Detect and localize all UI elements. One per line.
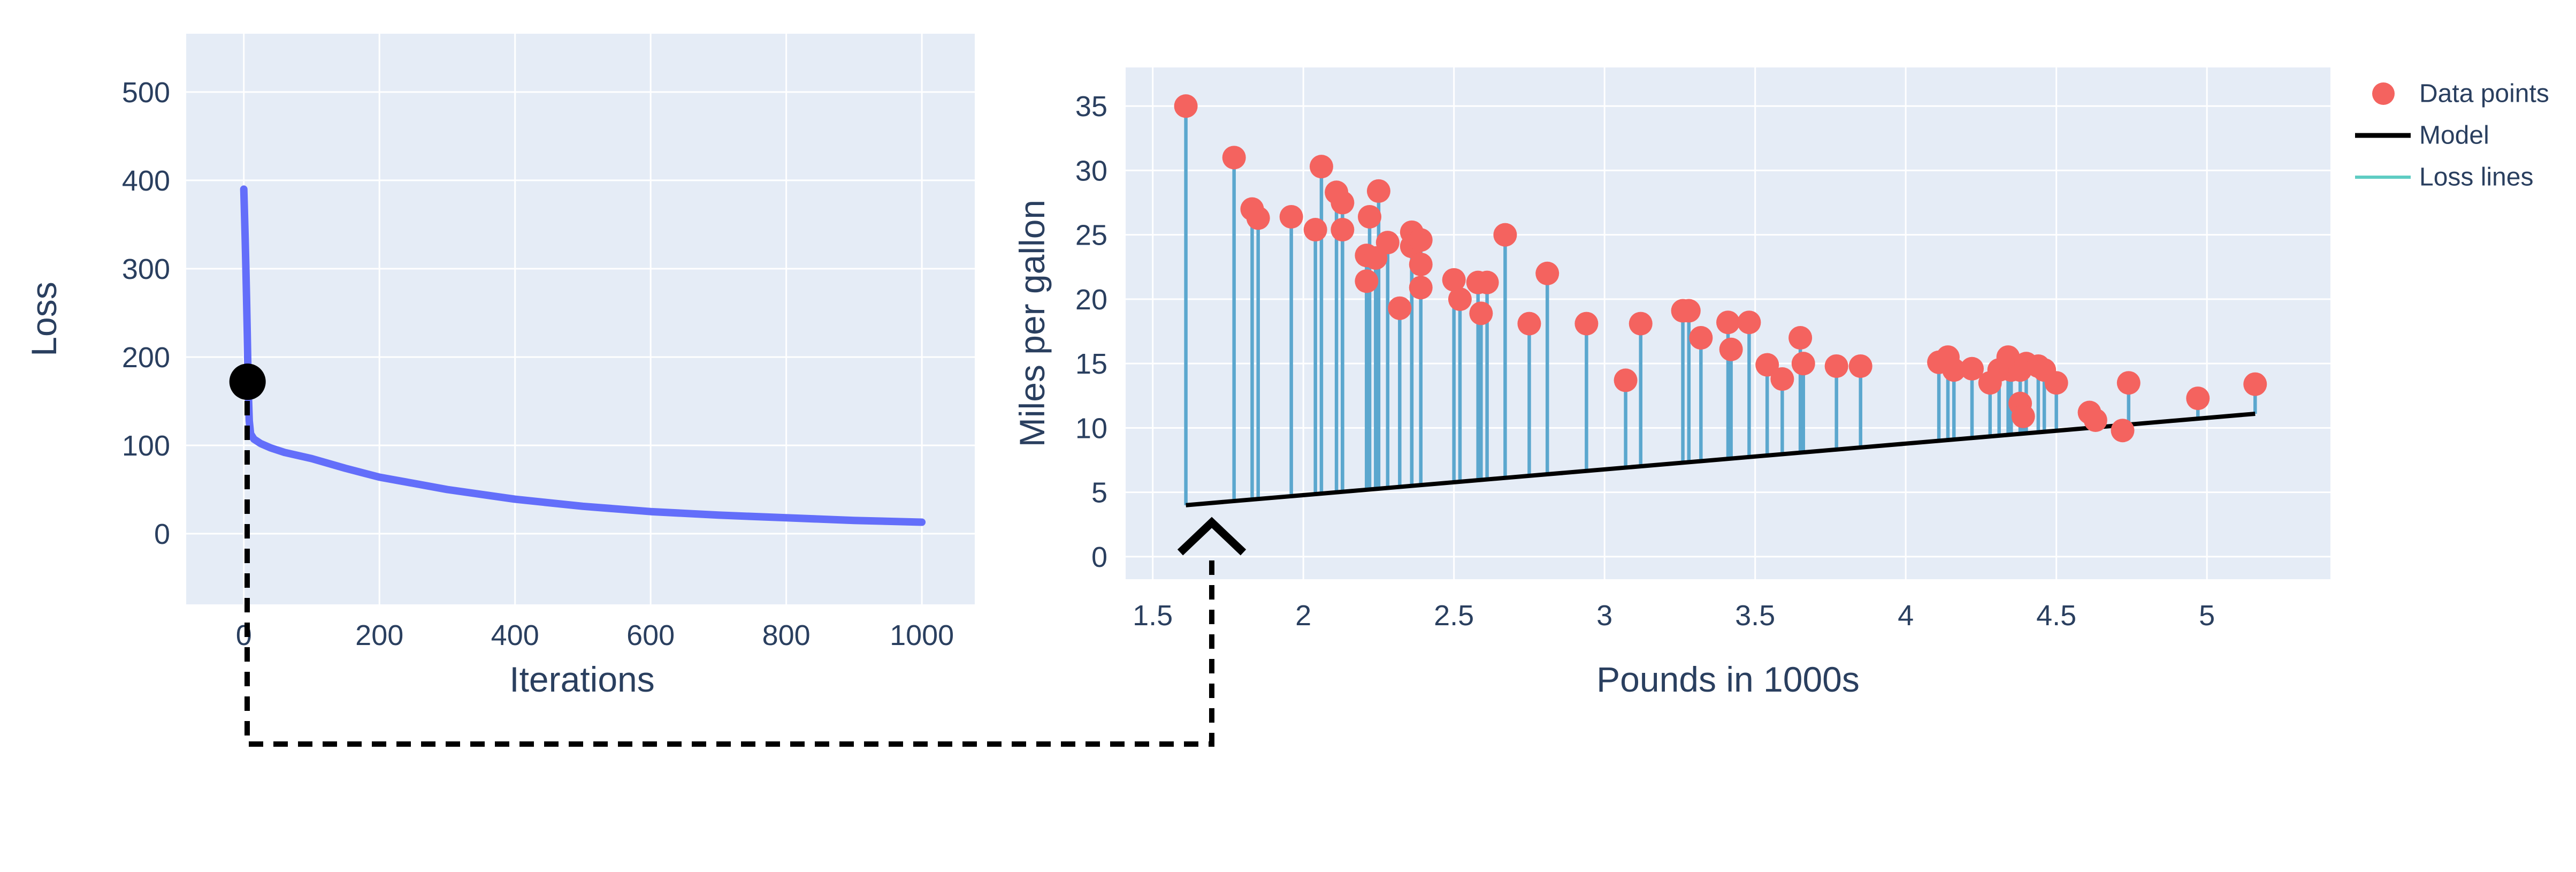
scatter-y-tick-label: 25 [1075, 219, 1107, 252]
scatter-x-tick-label: 3.5 [1735, 600, 1775, 632]
data-point-marker[interactable] [1960, 357, 1984, 381]
scatter-x-axis-title: Pounds in 1000s [1596, 659, 1860, 699]
data-point-marker[interactable] [1448, 287, 1472, 311]
scatter-chart-series [1174, 94, 2267, 507]
legend-label-model: Model [2419, 122, 2489, 150]
data-point-marker[interactable] [1303, 218, 1327, 242]
loss-y-axis-title: Loss [24, 282, 64, 356]
data-point-marker[interactable] [2116, 371, 2141, 395]
loss-y-tick-label: 200 [122, 342, 170, 374]
scatter-x-tick-label: 4.5 [2036, 600, 2076, 632]
data-point-marker[interactable] [1366, 179, 1390, 203]
data-point-marker[interactable] [1309, 155, 1333, 179]
data-point-marker[interactable] [1409, 276, 1433, 300]
data-point-marker[interactable] [1375, 231, 1400, 255]
data-point-marker[interactable] [2111, 419, 2135, 443]
legend-item-data-points[interactable]: Data points [2372, 80, 2549, 108]
scatter-y-tick-label: 15 [1075, 348, 1107, 380]
data-point-marker[interactable] [1442, 268, 1466, 292]
data-point-marker[interactable] [1942, 358, 1966, 382]
data-point-marker[interactable] [1574, 312, 1599, 336]
data-point-marker[interactable] [1358, 204, 1382, 229]
data-point-marker[interactable] [1409, 252, 1433, 276]
data-point-marker[interactable] [1517, 312, 1541, 336]
scatter-x-tick-label: 5 [2199, 600, 2215, 632]
data-point-marker[interactable] [2243, 372, 2267, 396]
data-point-marker[interactable] [1824, 354, 1848, 378]
data-points-legend-marker-icon [2372, 82, 2395, 105]
data-point-marker[interactable] [2186, 386, 2210, 411]
legend-item-model[interactable]: Model [2355, 122, 2489, 150]
loss-x-tick-label: 1000 [890, 619, 954, 651]
data-point-marker[interactable] [2083, 408, 2107, 432]
connector-arrowhead-icon [1177, 517, 1247, 556]
loss-x-tick-label: 200 [355, 619, 403, 651]
data-point-marker[interactable] [1614, 368, 1638, 392]
data-point-marker[interactable] [1848, 354, 1872, 378]
data-point-marker[interactable] [1222, 146, 1246, 170]
loss-x-tick-label: 800 [762, 619, 811, 651]
data-point-marker[interactable] [1737, 310, 1761, 335]
loss-x-tick-label: 400 [491, 619, 539, 651]
loss-x-tick-label: 600 [626, 619, 675, 651]
scatter-y-tick-label: 35 [1075, 90, 1107, 123]
data-point-marker[interactable] [1689, 326, 1713, 350]
data-point-marker[interactable] [1279, 204, 1303, 229]
connector-dashed-line [244, 401, 1214, 747]
loss-chart-series [229, 185, 926, 526]
data-point-marker[interactable] [1716, 310, 1740, 335]
loss-curve-line [240, 185, 926, 526]
data-point-marker[interactable] [1469, 301, 1493, 325]
scatter-chart-ticks: 1.5 2 2.5 3 3.5 4 4.5 5 0 5 10 15 20 25 30 35 [1075, 90, 2215, 632]
scatter-y-axis-title: Miles per gallon [1012, 200, 1052, 447]
data-point-marker[interactable] [1629, 312, 1653, 336]
scatter-x-tick-label: 4 [1898, 600, 1914, 632]
data-point-marker[interactable] [2044, 371, 2068, 395]
scatter-chart: 1.5 2 2.5 3 3.5 4 4.5 5 0 5 10 15 20 25 30 35 Miles per… [1012, 67, 2330, 699]
loss-y-tick-label: 0 [154, 518, 170, 550]
legend-label-loss-lines: Loss lines [2419, 163, 2533, 192]
legend-label-data-points: Data points [2419, 80, 2549, 108]
scatter-y-tick-label: 0 [1091, 541, 1107, 573]
data-point-marker[interactable] [1493, 223, 1517, 247]
current-loss-point-marker[interactable] [229, 363, 266, 400]
data-point-marker[interactable] [1719, 337, 1743, 361]
model-line [1186, 411, 2256, 507]
loss-to-model-connector-arrow [244, 401, 1247, 747]
data-point-marker[interactable] [1788, 326, 1813, 350]
data-point-marker[interactable] [1677, 299, 1701, 323]
data-point-marker[interactable] [1388, 296, 1412, 320]
data-point-marker[interactable] [1331, 218, 1355, 242]
loss-x-axis-title: Iterations [509, 659, 654, 699]
scatter-x-tick-label: 2.5 [1434, 600, 1474, 632]
scatter-y-tick-label: 5 [1091, 477, 1107, 509]
data-point-marker[interactable] [1174, 94, 1198, 118]
loss-y-tick-label: 400 [122, 165, 170, 197]
scatter-x-tick-label: 2 [1295, 600, 1311, 632]
data-point-marker[interactable] [1755, 353, 1779, 377]
loss-y-tick-label: 100 [122, 430, 170, 462]
data-point-marker[interactable] [1246, 206, 1270, 230]
loss-y-tick-label: 300 [122, 253, 170, 285]
data-point-marker[interactable] [1331, 191, 1355, 215]
data-point-marker[interactable] [1535, 261, 1560, 285]
scatter-y-tick-label: 30 [1075, 155, 1107, 187]
data-point-marker[interactable] [1791, 352, 1815, 376]
scatter-x-tick-label: 3 [1596, 600, 1612, 632]
loss-y-tick-label: 500 [122, 77, 170, 109]
legend: Data points Model Loss lines [2355, 80, 2549, 192]
data-point-marker[interactable] [1770, 367, 1794, 391]
scatter-y-tick-label: 10 [1075, 412, 1107, 444]
data-point-marker[interactable] [2011, 404, 2035, 428]
data-point-marker[interactable] [1355, 269, 1379, 293]
legend-item-loss-lines[interactable]: Loss lines [2355, 163, 2533, 192]
scatter-x-tick-label: 1.5 [1133, 600, 1173, 632]
scatter-y-tick-label: 20 [1075, 284, 1107, 316]
data-point-marker[interactable] [1475, 270, 1499, 294]
data-point-marker[interactable] [1409, 228, 1433, 252]
